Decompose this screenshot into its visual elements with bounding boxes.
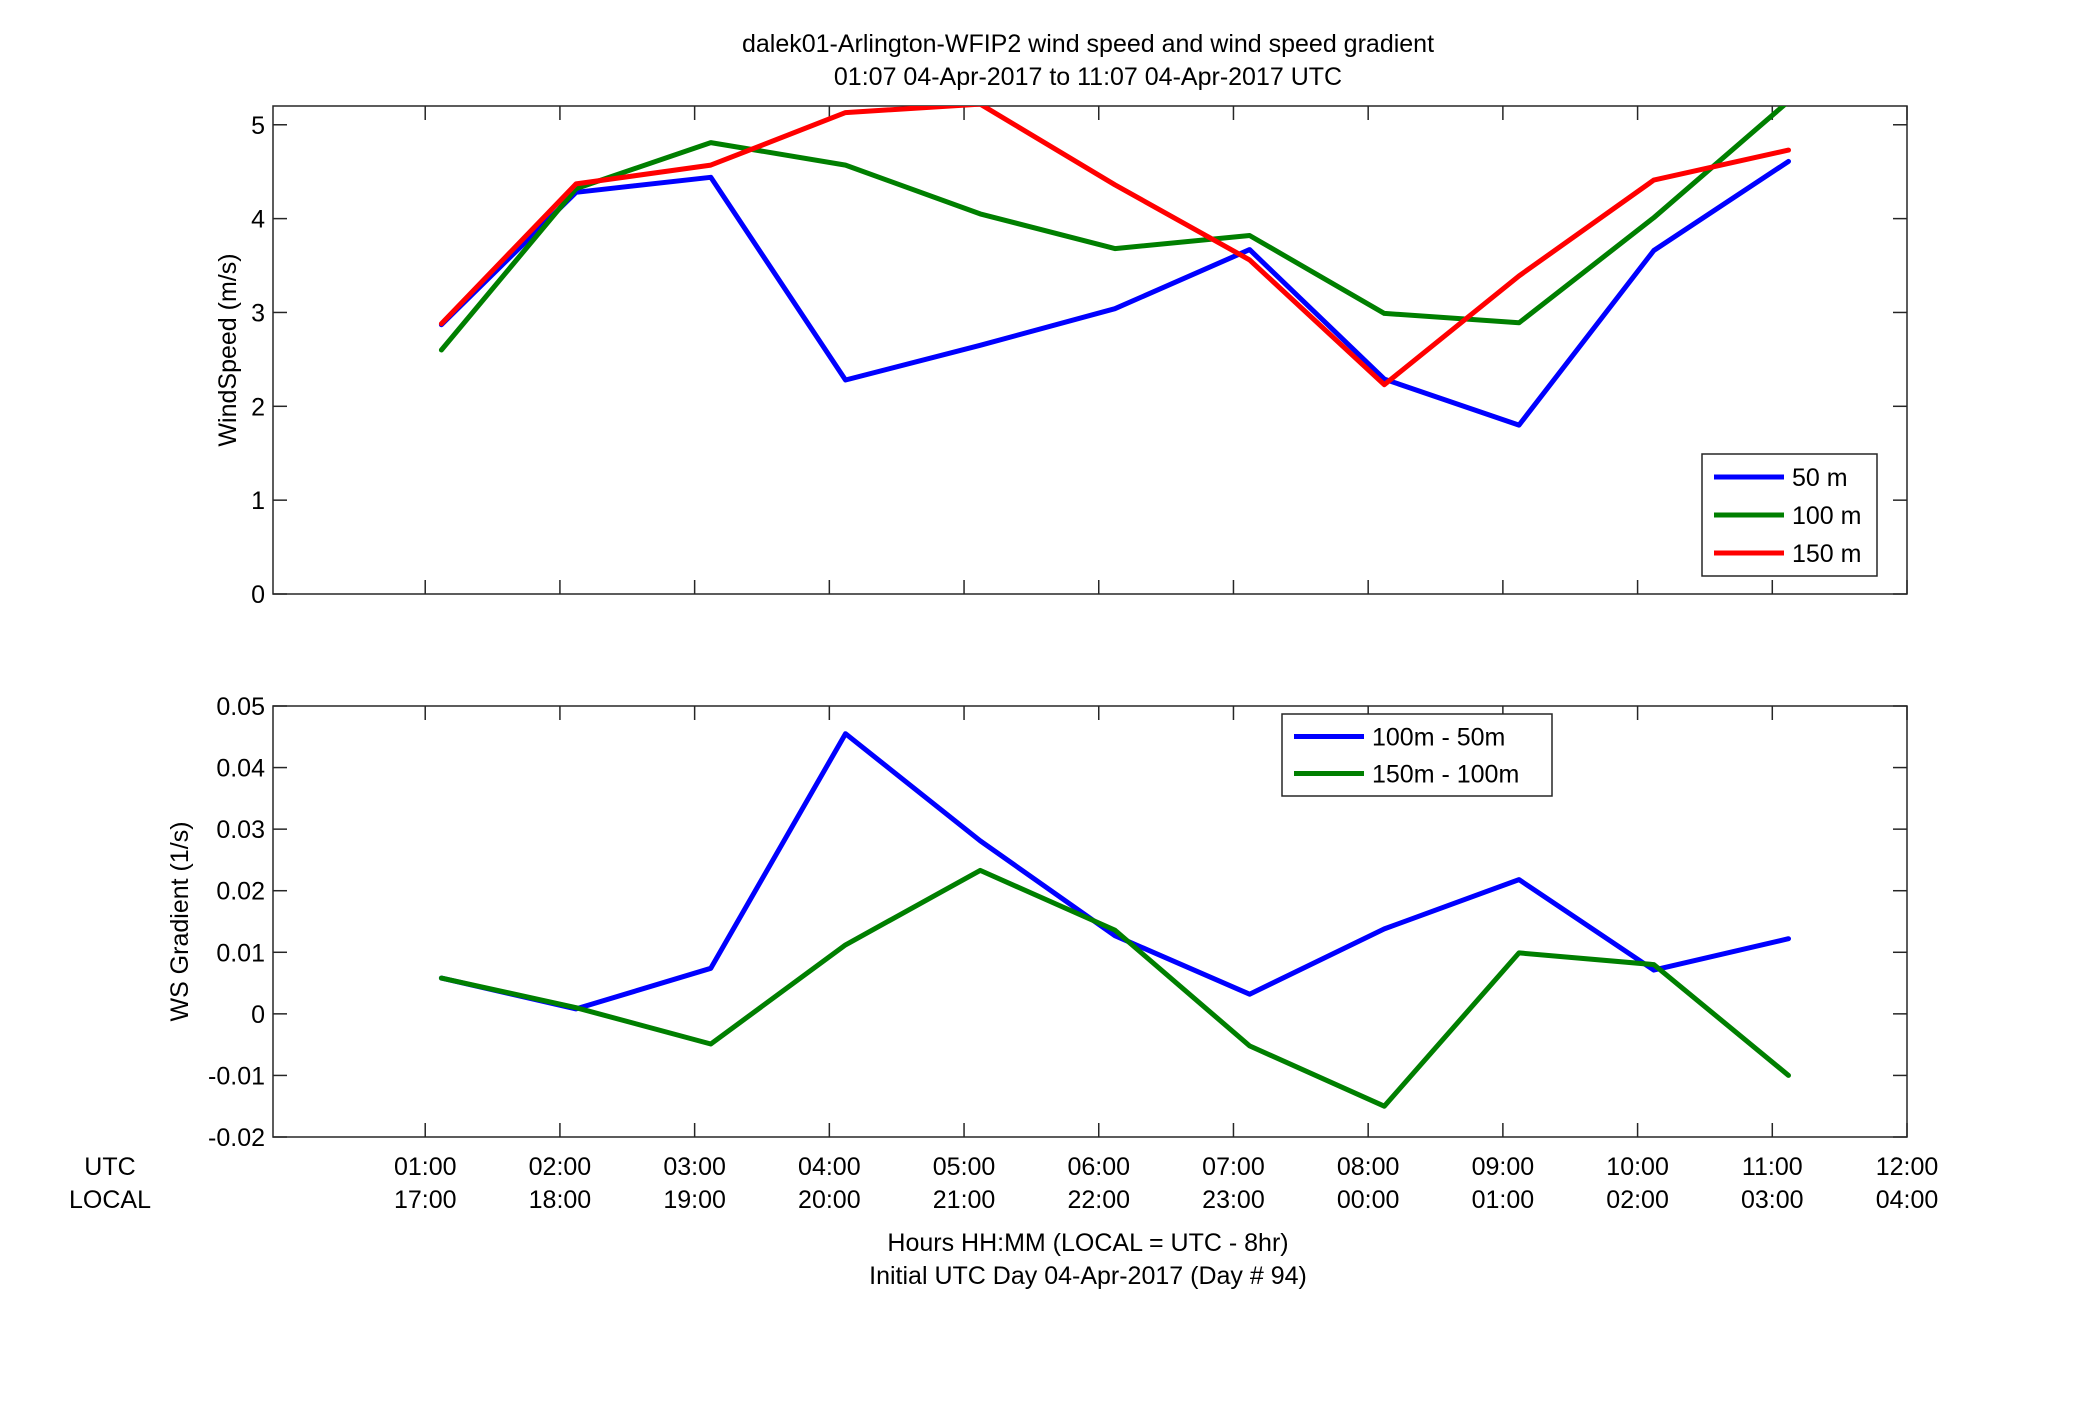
- y-tick-label: -0.02: [208, 1124, 265, 1152]
- legend-label-150-m: 150 m: [1792, 540, 1861, 568]
- series-lines: [438, 731, 1791, 1109]
- y-tick-label: 2: [251, 393, 265, 421]
- gradient-panel: -0.02 -0.01 0 0.01 0.02 0.03 0.04 0.05 WS Gradie…: [166, 693, 1908, 1152]
- y-tick-label: 1: [251, 487, 265, 515]
- local-tick-label: 20:00: [798, 1186, 861, 1214]
- figure-title-line2: 01:07 04-Apr-2017 to 11:07 04-Apr-2017 U…: [834, 63, 1342, 91]
- y-tick-label: 0.03: [216, 816, 265, 844]
- utc-tick-label: 10:00: [1606, 1153, 1669, 1181]
- utc-tick-label: 08:00: [1337, 1153, 1400, 1181]
- legend-label-100-m: 100 m: [1792, 502, 1861, 530]
- y-tick-label: 0.05: [216, 693, 265, 721]
- local-tick-label: 19:00: [663, 1186, 726, 1214]
- utc-tick-label: 12:00: [1876, 1153, 1939, 1181]
- local-tick-label: 18:00: [529, 1186, 592, 1214]
- series-lines: [438, 106, 1791, 428]
- utc-tick-label: 07:00: [1202, 1153, 1265, 1181]
- y-tick-label: 4: [251, 206, 265, 234]
- y-tick-label: 0: [251, 1001, 265, 1029]
- local-tick-label: 17:00: [394, 1186, 457, 1214]
- y-tick-label: 0.01: [216, 939, 265, 967]
- local-tick-label: 23:00: [1202, 1186, 1265, 1214]
- series-line-100-m: [438, 106, 1787, 353]
- local-tick-label: 03:00: [1741, 1186, 1804, 1214]
- x-axis-label-line1: Hours HH:MM (LOCAL = UTC - 8hr): [887, 1229, 1288, 1257]
- row-label-utc: UTC: [84, 1153, 135, 1181]
- series-line-100m-50m: [438, 731, 1791, 1012]
- series-line-150-m: [438, 106, 1791, 388]
- y-tick-label: 3: [251, 299, 265, 327]
- legend-label-50-m: 50 m: [1792, 464, 1848, 492]
- utc-tick-label: 01:00: [394, 1153, 457, 1181]
- utc-tick-label: 11:00: [1742, 1153, 1803, 1181]
- series-line-150m-100m: [438, 867, 1791, 1109]
- local-tick-label: 02:00: [1606, 1186, 1669, 1214]
- utc-tick-label: 05:00: [933, 1153, 996, 1181]
- plot-frame: [272, 105, 1908, 595]
- local-tick-label: 01:00: [1472, 1186, 1535, 1214]
- local-tick-label: 21:00: [933, 1186, 996, 1214]
- gradient-y-axis-label: WS Gradient (1/s): [166, 821, 194, 1021]
- legend-label-100m-50m: 100m - 50m: [1372, 724, 1505, 752]
- plot-frame: [272, 705, 1908, 1138]
- legend: 50 m 100 m 150 m: [1701, 453, 1878, 577]
- utc-tick-label: 04:00: [798, 1153, 861, 1181]
- series-line-50-m: [438, 158, 1791, 428]
- y-tick-label: 5: [251, 112, 265, 140]
- figure-title-line1: dalek01-Arlington-WFIP2 wind speed and w…: [742, 30, 1434, 58]
- legend: 100m - 50m 150m - 100m: [1281, 713, 1553, 797]
- utc-tick-label: 06:00: [1067, 1153, 1130, 1181]
- local-tick-label: 22:00: [1067, 1186, 1130, 1214]
- time-axis-labels: 01:00 17:00 02:00 18:00 03:00 19:00 04:00 20:00…: [394, 1153, 1938, 1214]
- y-tick-label: 0.04: [216, 755, 265, 783]
- row-label-local: LOCAL: [69, 1186, 151, 1214]
- local-tick-label: 00:00: [1337, 1186, 1400, 1214]
- utc-tick-label: 03:00: [663, 1153, 726, 1181]
- utc-tick-label: 02:00: [529, 1153, 592, 1181]
- legend-label-150m-100m: 150m - 100m: [1372, 761, 1519, 789]
- y-tick-label: 0: [251, 581, 265, 609]
- y-tick-label: -0.01: [208, 1062, 265, 1090]
- windspeed-y-axis-label: WindSpeed (m/s): [214, 253, 242, 446]
- windspeed-panel: 0 1 2 3 4 5 WindSpeed (m/s) 50 m 100 m 150 m: [214, 105, 1908, 609]
- utc-tick-label: 09:00: [1472, 1153, 1535, 1181]
- y-tick-label: 0.02: [216, 878, 265, 906]
- local-tick-label: 04:00: [1876, 1186, 1939, 1214]
- x-axis-label-line2: Initial UTC Day 04-Apr-2017 (Day # 94): [869, 1262, 1307, 1290]
- legend-box: [1281, 713, 1553, 797]
